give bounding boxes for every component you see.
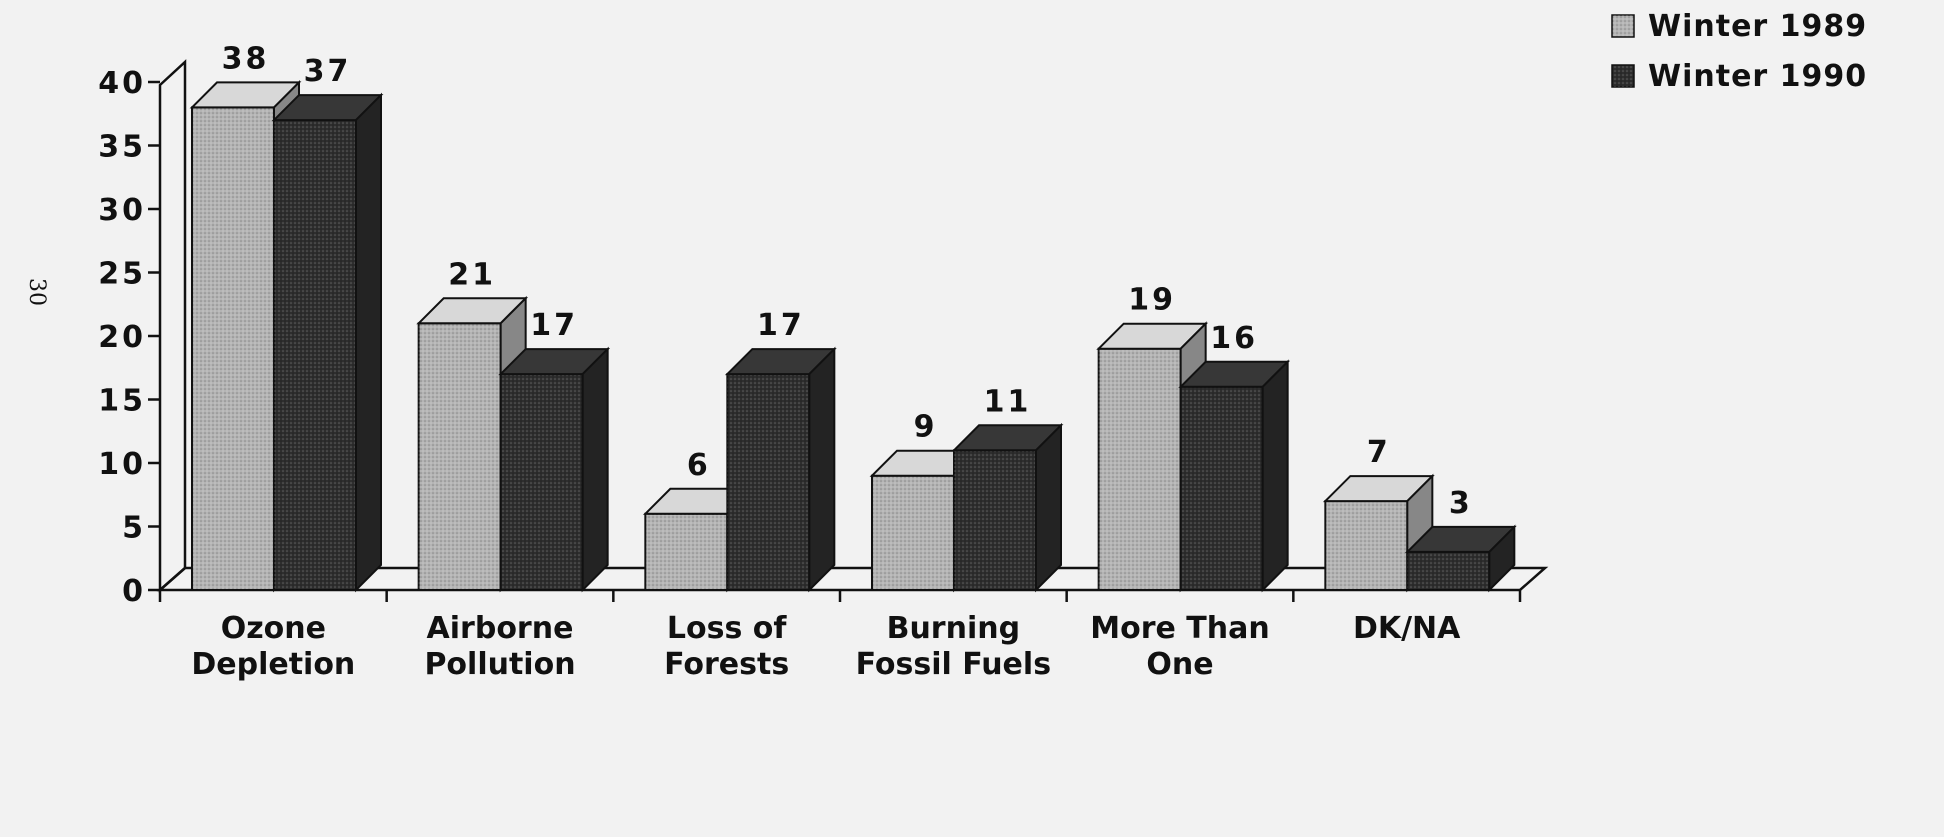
value-label: 37: [304, 54, 352, 89]
value-label: 7: [1367, 435, 1391, 470]
bar: [271, 92, 384, 593]
bar-front-texture: [274, 120, 356, 590]
bar: [189, 79, 302, 593]
bar-front-texture: [500, 374, 583, 590]
bar-front-texture: [872, 475, 954, 590]
bar: [1178, 359, 1291, 593]
x-tick-label: Airborne Pollution: [424, 611, 575, 682]
value-label: 16: [1210, 321, 1258, 356]
back-wall: [158, 59, 187, 593]
y-tick-label: 40: [98, 66, 146, 101]
value-label: 19: [1128, 283, 1176, 318]
bar-front-texture: [1325, 501, 1408, 590]
legend-label: Winter 1990: [1648, 59, 1867, 94]
bar-side: [1488, 524, 1516, 593]
y-tick-label: 0: [122, 574, 146, 609]
bar-front-texture: [1180, 386, 1263, 590]
y-tick-label: 35: [98, 130, 146, 165]
bar-front-texture: [1098, 348, 1181, 590]
bar-side: [355, 92, 382, 593]
x-tick-label: Loss of Forests: [664, 611, 789, 682]
bar-front-texture: [1407, 551, 1490, 590]
value-label: 17: [530, 308, 578, 343]
bar: [1404, 524, 1517, 593]
bar-front-texture: [727, 374, 810, 590]
legend-swatch-texture: [1612, 15, 1634, 37]
y-tick-label: 25: [98, 257, 146, 292]
bar-front-texture: [192, 107, 274, 591]
page-number: 30: [24, 278, 49, 306]
value-label: 21: [448, 257, 496, 292]
bar-front-texture: [418, 323, 501, 590]
value-label: 6: [687, 448, 711, 483]
value-label: 11: [984, 384, 1032, 419]
bar-side: [1035, 422, 1062, 593]
bar-front-texture: [954, 450, 1036, 590]
x-tick-label: More Than One: [1090, 611, 1269, 682]
x-tick-label: Burning Fossil Fuels: [856, 611, 1051, 682]
y-tick-label: 5: [122, 511, 146, 546]
bar-side: [1261, 359, 1289, 593]
y-tick-label: 15: [98, 384, 146, 419]
value-label: 38: [222, 41, 270, 76]
bar: [642, 486, 755, 593]
x-tick-label: DK/NA: [1353, 611, 1461, 646]
bar: [498, 346, 611, 593]
y-tick-label: 10: [98, 447, 146, 482]
bar-side: [808, 346, 836, 593]
legend-swatch-texture: [1612, 65, 1634, 87]
bar: [951, 422, 1064, 593]
value-label: 3: [1449, 486, 1473, 521]
value-label: 9: [914, 410, 938, 445]
y-tick-label: 30: [98, 193, 146, 228]
bar-side: [581, 346, 609, 593]
bar-front-texture: [645, 513, 728, 590]
value-label: 17: [757, 308, 805, 343]
legend-label: Winter 1989: [1648, 9, 1867, 44]
bar: [724, 346, 837, 593]
y-tick-label: 20: [98, 320, 146, 355]
bar: [1096, 321, 1209, 593]
x-tick-label: Ozone Depletion: [191, 611, 355, 682]
